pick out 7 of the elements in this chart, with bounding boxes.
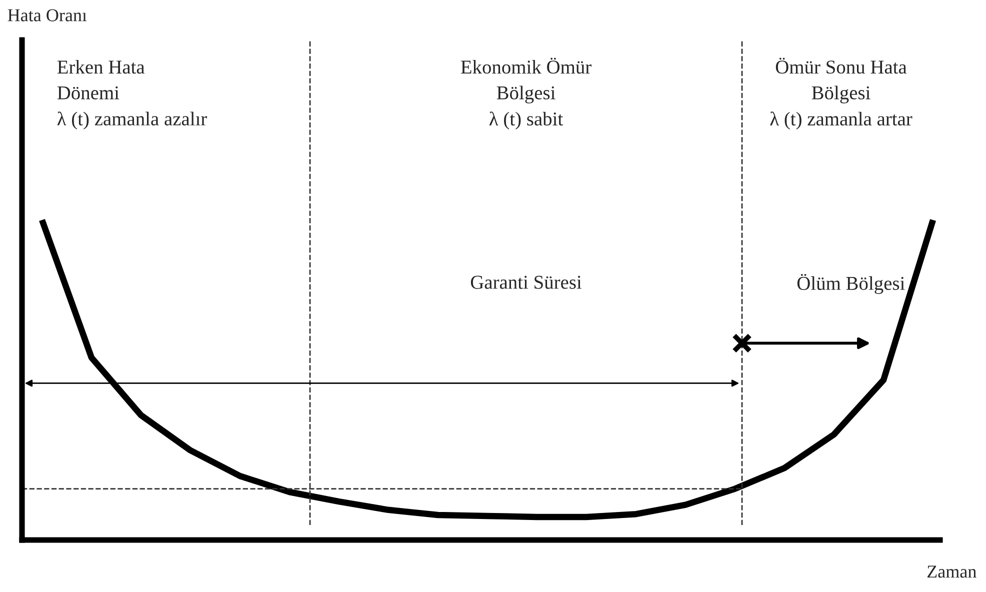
text: Ömür Sonu Hata Bölgesi λ (t) zamanla artar	[770, 58, 912, 130]
annotation: Garanti Süresi	[470, 276, 582, 289]
annotation: Ölüm Bölgesi	[797, 274, 905, 294]
x-axis-title: Zaman	[927, 566, 976, 578]
text: Hata Oranı	[8, 9, 87, 22]
text: Erken Hata Dönemi λ (t) zamanla azalır	[57, 60, 207, 130]
text: Ekonomik Ömür Bölgesi λ (t) sabit	[460, 58, 592, 130]
